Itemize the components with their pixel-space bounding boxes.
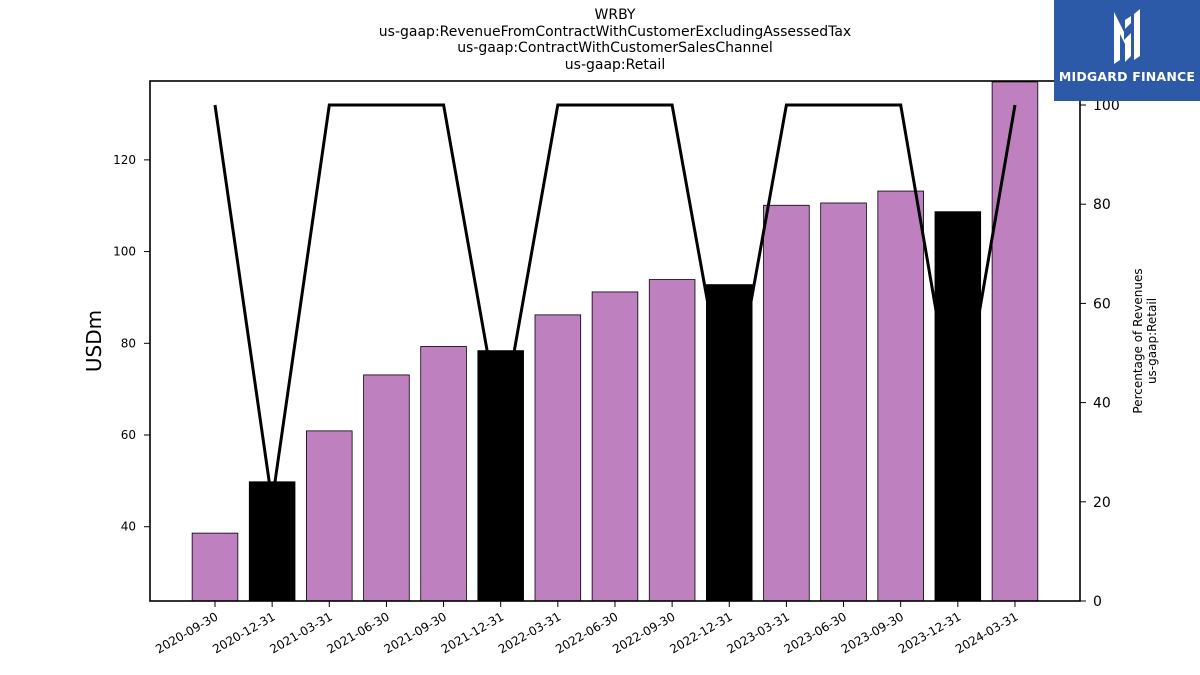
y-axis-right-label-line: us-gaap:Retail <box>1145 297 1159 385</box>
y-axis-right-label: Percentage of Revenues us-gaap:Retail <box>1131 268 1159 413</box>
y-tick-label: 40 <box>121 520 136 534</box>
x-tick-label: 2020-09-30 <box>153 609 220 656</box>
x-tick-label: 2020-12-31 <box>210 609 277 656</box>
y-right-tick-label: 40 <box>1093 396 1111 412</box>
bar <box>648 279 696 602</box>
y-tick-label: 120 <box>113 153 136 167</box>
bar <box>306 430 353 602</box>
bar <box>534 314 582 602</box>
left-axis: 40 60 80 100 120 <box>113 153 150 534</box>
x-tick-label: 2022-12-31 <box>667 609 734 656</box>
title-line: us-gaap:ContractWithCustomerSalesChannel <box>457 40 773 56</box>
bar <box>591 291 639 602</box>
bar <box>191 532 239 602</box>
x-tick-label: 2023-09-30 <box>839 609 906 656</box>
y-tick-label: 60 <box>121 428 136 442</box>
bar <box>420 346 467 602</box>
title-line: us-gaap:Retail <box>564 56 666 73</box>
bar <box>477 350 524 602</box>
x-tick-label: 2021-06-30 <box>325 609 392 656</box>
y-right-tick-label: 0 <box>1093 594 1102 610</box>
bar <box>820 202 867 602</box>
y-right-tick-label: 100 <box>1093 98 1120 114</box>
title-line: WRBY <box>594 7 636 23</box>
x-tick-label: 2023-12-31 <box>896 609 963 656</box>
logo-text: MIDGARD FINANCE <box>1058 69 1196 84</box>
x-axis: 2020-09-302020-12-312021-03-312021-06-30… <box>153 601 1020 656</box>
y-right-tick-label: 20 <box>1093 495 1111 511</box>
bar <box>991 81 1039 602</box>
x-tick-label: 2023-06-30 <box>782 609 849 656</box>
y-right-tick-label: 80 <box>1093 197 1111 213</box>
x-tick-label: 2022-03-31 <box>496 609 563 656</box>
x-tick-label: 2022-06-30 <box>553 609 620 656</box>
y-axis-label: USDm <box>82 309 106 373</box>
x-tick-label: 2021-12-31 <box>439 609 506 656</box>
x-tick-label: 2024-03-31 <box>953 609 1020 656</box>
bar <box>877 190 924 602</box>
y-axis-right-label-line: Percentage of Revenues <box>1131 268 1145 414</box>
bars-layer <box>191 81 1039 602</box>
y-right-tick-label: 60 <box>1093 296 1111 312</box>
title-line: us-gaap:RevenueFromContractWithCustomerE… <box>378 23 852 40</box>
bar <box>934 211 982 602</box>
y-tick-label: 80 <box>121 336 136 350</box>
x-tick-label: 2021-09-30 <box>382 609 449 656</box>
midgard-finance-logo: MIDGARD FINANCE <box>1054 0 1200 101</box>
line-layer <box>213 103 1017 503</box>
percentage-line <box>213 103 1017 503</box>
bar <box>363 374 410 602</box>
x-tick-label: 2021-03-31 <box>267 609 334 656</box>
bar <box>763 204 810 602</box>
midgard-logo-icon <box>1114 9 1140 64</box>
x-tick-label: 2023-03-31 <box>724 609 791 656</box>
right-axis: 0 20 40 60 80 100 <box>1080 98 1120 610</box>
y-tick-label: 100 <box>113 245 136 259</box>
x-tick-label: 2022-09-30 <box>610 609 677 656</box>
